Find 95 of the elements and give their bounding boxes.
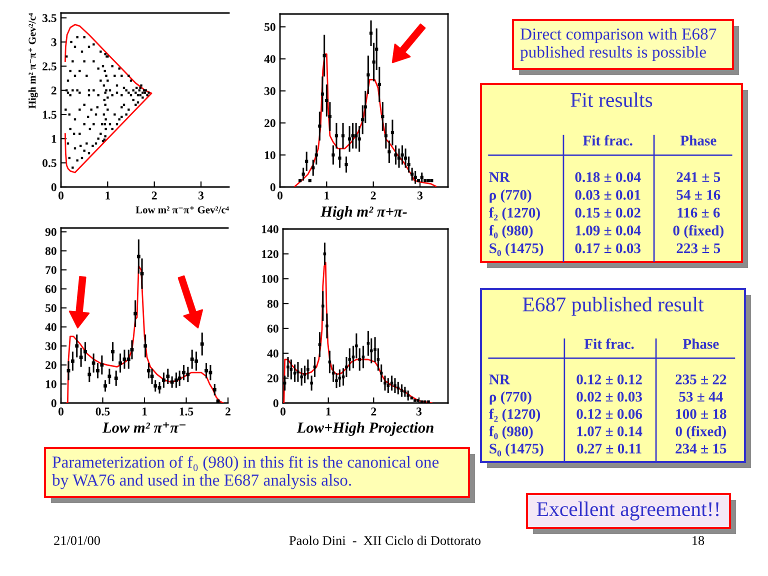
text: 1.07 ± 0.14 [577, 426, 642, 436]
text: 0.03 ± 0.01 [575, 190, 640, 200]
y-tick-label: 3.5 [42, 14, 56, 22]
category-label: ρ (770) [490, 391, 532, 405]
text: 0 (fixed) [673, 225, 724, 238]
y-tick-label: 1.5 [43, 110, 56, 119]
y-tick-label: 50 [46, 304, 56, 312]
text: Direct comparison with E687 published results is possible [520, 28, 716, 62]
x-tick-label: 1 [106, 192, 110, 200]
x-tick-label: 1 [326, 408, 331, 416]
text: 0.02 ± 0.03 [576, 392, 642, 402]
y-tick-label: 80 [267, 300, 278, 308]
x-tick-label: 0 [58, 408, 64, 416]
text: 235 ± 22 [676, 374, 726, 384]
x-axis-title: Low m² π⁻π⁺ Gev²/c⁴ [136, 206, 229, 214]
y-tick-label: 1 [52, 134, 56, 143]
y-tick-label: 10 [46, 380, 56, 388]
text: 0.17 ± 0.03 [575, 243, 641, 254]
text: 0 (fixed) [676, 426, 726, 440]
x-tick-label: 0 [58, 192, 64, 200]
text: Paolo Dini - XII Ciclo di Dottorato [289, 536, 481, 546]
y-tick-label: 2 [51, 86, 56, 94]
y-tick-label: 0 [273, 399, 278, 408]
x-tick-label: 1 [324, 192, 330, 200]
y-tick-label: 40 [267, 350, 278, 358]
text: 18 [692, 536, 704, 546]
x-tick-label: 3 [198, 192, 204, 200]
y-axis-title: High m² π⁻π⁺ Gev²/c⁴ [28, 13, 38, 109]
x-tick-label: 2 [226, 408, 230, 416]
y-tick-label: 80 [45, 247, 56, 256]
text: 0.27 ± 0.11 [577, 444, 642, 454]
text: 116 ± 6 [678, 208, 720, 218]
category-label: f₀ (980) [488, 225, 533, 238]
y-tick-label: 20 [46, 361, 56, 370]
x-axis-title: Low m² π⁺π⁻ [102, 422, 186, 433]
y-tick-label: 3 [51, 38, 56, 46]
text: 0.18 ± 0.04 [575, 172, 641, 182]
x-tick-label: 0.5 [96, 408, 110, 416]
x-tick-label: 1.5 [180, 408, 194, 416]
category-label: NR [489, 374, 510, 384]
y-tick-label: 0 [51, 399, 56, 408]
category-label: S₀ (1475) [490, 443, 544, 457]
category-label: NR [489, 172, 510, 182]
text: 0.12 ± 0.06 [576, 409, 642, 420]
y-tick-label: 60 [267, 324, 278, 333]
text: 21/01/00 [54, 536, 100, 546]
category-label: Phase [682, 338, 719, 349]
y-tick-label: 50 [264, 23, 276, 32]
y-tick-label: 0.5 [42, 159, 56, 168]
x-tick-label: 2 [370, 192, 376, 200]
category-label: f₂ (1270) [489, 408, 540, 422]
text: 0.15 ± 0.02 [575, 208, 640, 218]
text: 234 ± 15 [676, 444, 726, 454]
x-tick-label: 2 [152, 192, 157, 200]
x-tick-label: 2 [371, 408, 376, 416]
y-tick-label: 0 [270, 183, 276, 192]
y-tick-label: 140 [262, 225, 278, 234]
x-tick-label: 0 [280, 408, 286, 416]
y-tick-label: 20 [268, 374, 278, 382]
category-label: f₂ (1270) [488, 207, 540, 221]
y-tick-label: 20 [264, 119, 276, 128]
y-tick-label: 30 [264, 87, 276, 96]
text: Parameterization of f₀ (980) in this fit is the canonical one by WA76 and used in the E687 analysis also. [52, 456, 439, 490]
text: 100 ± 18 [676, 409, 726, 419]
text: 223 ± 5 [676, 243, 720, 254]
category-label: Phase [680, 135, 716, 146]
category-label: f₀ (980) [489, 426, 533, 440]
y-tick-label: 40 [264, 55, 276, 64]
x-axis-title: Low+High Projection [296, 422, 434, 436]
category-label: Fit frac. [582, 135, 632, 146]
x-axis-title: High m² π+π- [320, 206, 407, 220]
y-tick-label: 30 [45, 342, 56, 350]
category-label: S₀ (1475) [490, 242, 544, 256]
x-tick-label: 3 [417, 192, 423, 200]
text: 0.12 ± 0.12 [576, 374, 642, 384]
y-tick-label: 100 [262, 274, 278, 283]
category-label: Fit frac. [584, 338, 634, 349]
text: E687 published result [522, 296, 704, 316]
y-tick-label: 120 [262, 250, 278, 258]
y-tick-label: 0 [51, 183, 56, 192]
x-tick-label: 1 [142, 408, 147, 416]
y-tick-label: 70 [46, 266, 56, 274]
y-tick-label: 90 [45, 228, 56, 236]
y-tick-label: 60 [45, 285, 56, 294]
text: Fit results [570, 92, 652, 108]
text: 54 ± 16 [676, 190, 720, 200]
text: 1.09 ± 0.04 [576, 226, 641, 236]
text: Excellent agreement!! [536, 502, 718, 520]
y-tick-label: 40 [45, 323, 56, 332]
text: 241 ± 5 [676, 172, 720, 182]
category-label: ρ (770) [490, 190, 532, 203]
text: 53 ± 44 [679, 392, 723, 402]
y-tick-label: 10 [264, 151, 276, 160]
y-tick-label: 2.5 [42, 62, 56, 70]
x-tick-label: 3 [416, 408, 422, 416]
